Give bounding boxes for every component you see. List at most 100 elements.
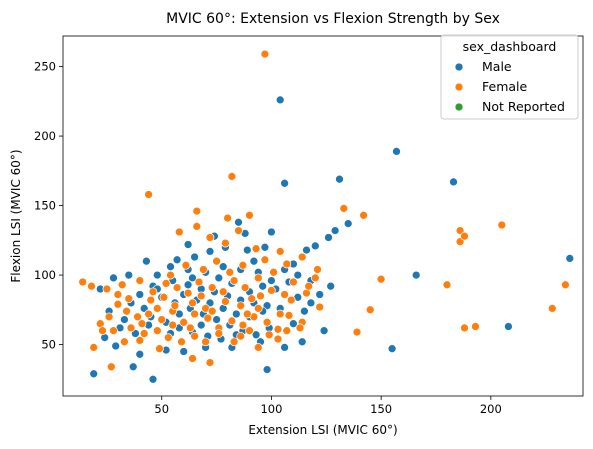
x-tick-label: 50 [154, 402, 169, 416]
data-point [205, 233, 215, 242]
data-point [289, 319, 298, 329]
data-point [166, 262, 175, 272]
data-point [293, 270, 303, 280]
data-point [310, 273, 320, 283]
data-point [168, 320, 178, 330]
data-point [199, 265, 208, 274]
data-point [280, 178, 289, 188]
data-point [205, 247, 215, 256]
data-point [275, 309, 285, 319]
data-point [253, 304, 263, 313]
data-point [284, 311, 294, 320]
data-point [135, 290, 145, 299]
data-point [460, 231, 469, 241]
data-point [315, 290, 325, 299]
y-tick-label: 250 [34, 60, 56, 74]
data-point [144, 190, 153, 199]
data-point [258, 281, 268, 291]
data-point [249, 256, 259, 266]
data-point [214, 273, 224, 283]
data-point [297, 252, 307, 262]
data-point [352, 327, 362, 337]
series-male [89, 95, 575, 384]
data-point [561, 280, 570, 290]
data-point [225, 267, 235, 277]
data-point [111, 341, 121, 351]
data-point [247, 294, 257, 304]
data-point [188, 273, 197, 283]
legend-marker [454, 62, 464, 72]
data-point [262, 317, 272, 327]
data-point [449, 177, 458, 187]
data-point [229, 276, 239, 285]
data-point [330, 226, 340, 235]
data-point [179, 347, 189, 356]
data-point [157, 315, 167, 324]
legend: sex_dashboard Male Female Not Reported [440, 34, 579, 120]
data-point [306, 298, 316, 308]
data-point [126, 323, 136, 333]
data-point [236, 331, 246, 341]
data-point [547, 304, 557, 313]
data-point [411, 270, 421, 280]
data-point [310, 241, 320, 251]
data-point [269, 267, 278, 277]
legend-title: sex_dashboard [463, 39, 557, 54]
y-tick-label: 50 [41, 338, 56, 352]
data-point [286, 295, 296, 305]
data-point [146, 295, 156, 305]
data-point [392, 147, 401, 156]
plot-area [78, 49, 575, 384]
data-point [300, 306, 309, 316]
y-tick-label: 200 [34, 129, 56, 143]
data-point [174, 227, 184, 237]
data-point [223, 213, 232, 223]
data-point [133, 312, 142, 322]
data-point [137, 319, 147, 329]
data-point [264, 330, 274, 340]
data-point [221, 238, 230, 248]
legend-label: Female [482, 79, 528, 94]
data-point [324, 233, 333, 242]
data-point [196, 291, 206, 301]
data-point [218, 262, 228, 272]
data-point [282, 259, 292, 269]
data-point [304, 281, 314, 291]
data-point [148, 287, 158, 297]
legend-entries: Male Female Not Reported [454, 59, 565, 114]
data-point [109, 273, 118, 283]
y-axis-label: Flexion LSI (MVIC 60°) [9, 149, 23, 282]
data-point [142, 256, 151, 266]
data-point [315, 302, 325, 312]
data-point [234, 217, 243, 227]
data-point [245, 210, 254, 220]
data-point [113, 299, 123, 309]
data-point [267, 276, 276, 285]
data-point [190, 331, 199, 341]
data-point [218, 287, 228, 297]
legend-label: Not Reported [482, 99, 565, 114]
data-point [166, 270, 175, 280]
data-point [359, 210, 368, 220]
data-point [260, 49, 270, 59]
data-point [297, 337, 307, 347]
data-point [203, 313, 213, 323]
data-point [504, 322, 513, 331]
data-point [155, 344, 164, 354]
data-point [207, 306, 217, 316]
data-point [471, 322, 480, 331]
data-point [201, 337, 210, 347]
data-point [159, 292, 169, 302]
data-point [117, 280, 127, 290]
legend-marker [454, 102, 464, 112]
data-point [188, 354, 197, 363]
data-point [170, 301, 180, 311]
data-point [387, 344, 397, 354]
data-point [172, 255, 182, 265]
y-tick-label: 150 [34, 199, 56, 213]
data-point [253, 343, 263, 352]
x-tick-label: 200 [480, 402, 502, 416]
data-point [139, 329, 149, 338]
data-point [120, 337, 129, 347]
